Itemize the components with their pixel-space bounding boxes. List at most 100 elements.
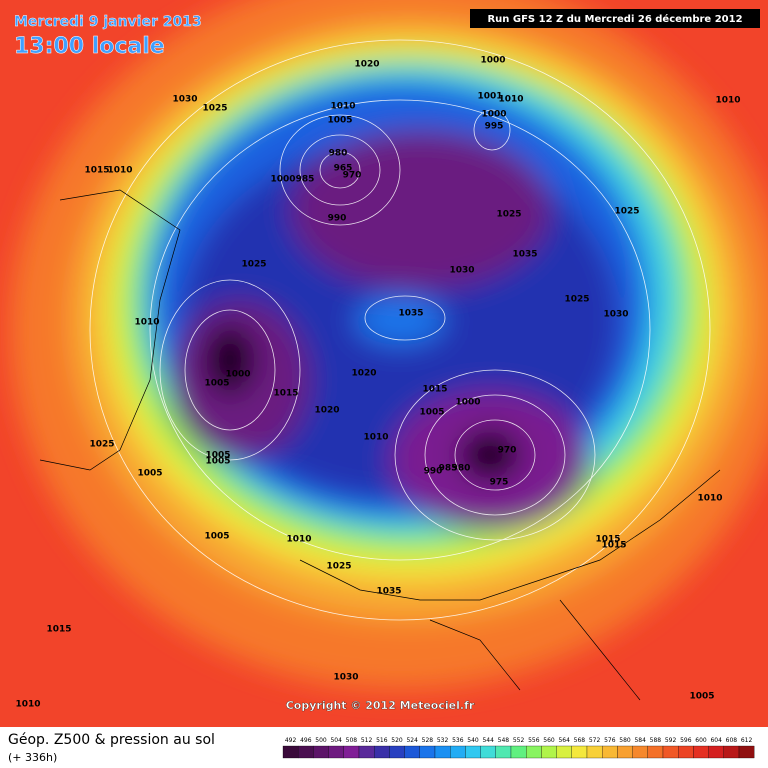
- colorbar-swatch: [541, 745, 557, 759]
- colorbar-swatch: [343, 745, 360, 759]
- isobar-label: 1035: [512, 250, 537, 260]
- isobar-label: 1020: [354, 60, 379, 70]
- colorbar-swatch: [510, 745, 527, 759]
- isobar-label: 1030: [603, 310, 628, 320]
- colorbar-swatch: [450, 745, 466, 759]
- forecast-date: Mercredi 9 janvier 2013: [14, 14, 202, 30]
- isobar-label: 1030: [449, 266, 474, 276]
- isobar-label: 1035: [398, 309, 423, 319]
- isobar-label: 1025: [89, 440, 114, 450]
- colorbar-swatch: [480, 745, 496, 759]
- colorbar-label: 524: [406, 737, 418, 744]
- colorbar-label: 588: [650, 737, 662, 744]
- isobar-label: 1010: [15, 700, 40, 710]
- isobar-label: 1005: [205, 451, 230, 461]
- colorbar-label: 612: [741, 737, 753, 744]
- colorbar-swatch: [358, 745, 375, 759]
- isobar-label: 1030: [333, 673, 358, 683]
- isobar-label: 985: [296, 175, 315, 185]
- isobar-label: 975: [490, 478, 509, 488]
- isobar-label: 990: [424, 467, 443, 477]
- colorbar-swatch: [434, 745, 451, 759]
- isobar-label: 1025: [241, 260, 266, 270]
- colorbar-swatch: [723, 745, 740, 759]
- colorbar-swatch: [328, 745, 344, 759]
- run-banner: [470, 9, 760, 28]
- isobar-label: 1030: [172, 95, 197, 105]
- isobar-label: 1035: [376, 587, 401, 597]
- colorbar-label: 568: [574, 737, 586, 744]
- isobar-label: 1005: [327, 116, 352, 126]
- colorbar-label: 600: [695, 737, 707, 744]
- isobar-label: 970: [343, 171, 362, 181]
- isobar-label: 1010: [715, 96, 740, 106]
- isobar-label: 980: [329, 149, 348, 159]
- isobar-label: 1015: [601, 541, 626, 551]
- footer-title: Géop. Z500 & pression au sol: [8, 732, 215, 748]
- isobar-label: 1020: [351, 369, 376, 379]
- colorbar-swatch: [617, 745, 633, 759]
- isobar-label: 1015: [422, 385, 447, 395]
- isobar-label: 1000: [225, 370, 250, 380]
- colorbar-label: 564: [558, 737, 570, 744]
- colorbar-label: 560: [543, 737, 555, 744]
- isobar-label: 1025: [202, 104, 227, 114]
- colorbar-label: 552: [513, 737, 525, 744]
- colorbar-swatch: [495, 745, 512, 759]
- isobars: [89, 39, 711, 621]
- run-info: Run GFS 12 Z du Mercredi 26 décembre 201…: [487, 13, 742, 25]
- colorbar-label: 496: [300, 737, 312, 744]
- isobar-label: 1010: [697, 494, 722, 504]
- colorbar-label: 576: [604, 737, 616, 744]
- forecast-time: 13:00 locale: [14, 34, 165, 59]
- isobar-label: 1005: [204, 379, 229, 389]
- colorbar-label: 536: [452, 737, 464, 744]
- colorbar-swatch: [556, 745, 572, 759]
- colorbar-label: 604: [710, 737, 722, 744]
- colorbar-label: 572: [589, 737, 601, 744]
- colorbar-swatch: [404, 745, 420, 759]
- colorbar-swatch: [693, 745, 709, 759]
- colorbar-label: 504: [330, 737, 342, 744]
- colorbar-swatch: [602, 745, 618, 759]
- colorbar-label: 520: [391, 737, 403, 744]
- isobar-label: 1000: [455, 398, 480, 408]
- colorbar-swatch: [282, 745, 299, 759]
- isobar-label: 1000: [480, 56, 505, 66]
- colorbar-label: 516: [376, 737, 388, 744]
- isobar-label: 1010: [134, 318, 159, 328]
- isobar-label: 1010: [330, 102, 355, 112]
- colorbar-label: 580: [619, 737, 631, 744]
- colorbar-label: 492: [285, 737, 297, 744]
- colorbar-label: 548: [498, 737, 510, 744]
- colorbar-swatch: [419, 745, 436, 759]
- colorbar-label: 532: [437, 737, 449, 744]
- colorbar-swatch: [632, 745, 648, 759]
- colorbar-label: 528: [422, 737, 434, 744]
- isobar-label: 1015: [46, 625, 71, 635]
- isobar-label: 990: [328, 214, 347, 224]
- copyright: Copyright © 2012 Meteociel.fr: [286, 699, 475, 712]
- colorbar-label: 508: [346, 737, 358, 744]
- isobar-label: 1025: [326, 562, 351, 572]
- colorbar-swatch: [465, 745, 481, 759]
- footer-subtitle: (+ 336h): [8, 751, 57, 764]
- isobar-label: 1020: [314, 406, 339, 416]
- colorbar-swatch: [662, 745, 679, 759]
- isobar-label: 1005: [689, 692, 714, 702]
- isobar-label: 1025: [614, 207, 639, 217]
- isobar-label: 1015: [595, 535, 620, 545]
- isobar-label: 985: [439, 464, 458, 474]
- colorbar-label: 512: [361, 737, 373, 744]
- isobar-label: 1001: [477, 92, 502, 102]
- isobar-label: 1010: [363, 433, 388, 443]
- isobar-label: 995: [485, 122, 504, 132]
- isobar-label: 1005: [204, 532, 229, 542]
- colorbar-swatch: [313, 745, 329, 759]
- isobar-label: 1005: [419, 408, 444, 418]
- isobar-label: 965: [334, 164, 353, 174]
- colorbar-swatch: [374, 745, 390, 759]
